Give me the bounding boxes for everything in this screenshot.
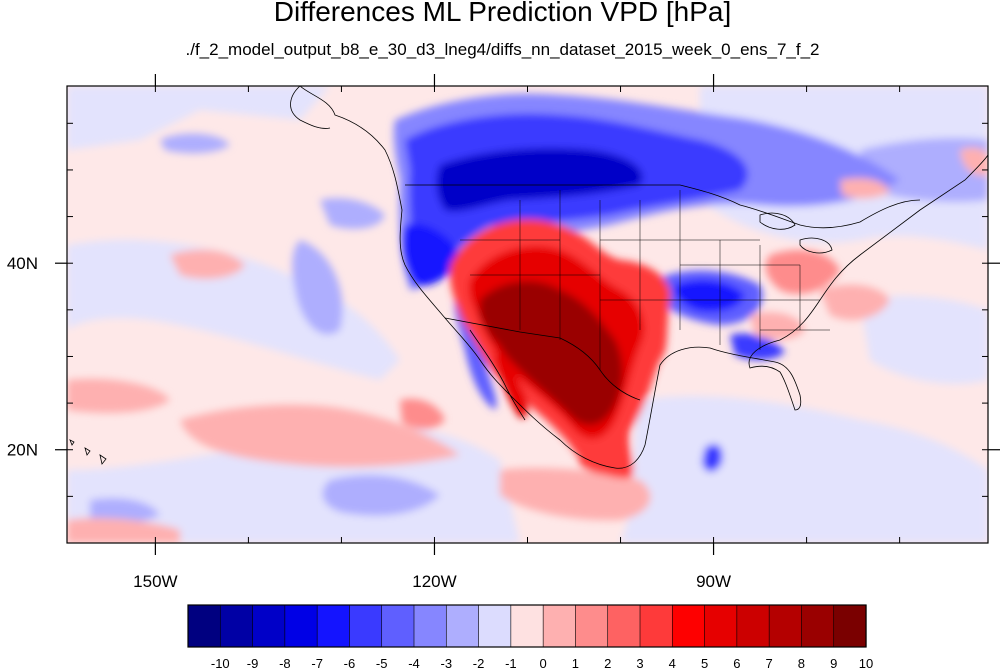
colorbar-label: -5: [376, 656, 388, 671]
colorbar: -10 -9 -8 -7 -6 -5 -4 -3 -2 -1 0 1 2 3 4 5 6 7 8 9 10: [187, 604, 873, 671]
light-blue-region: [860, 295, 988, 384]
blue-patch: [160, 133, 230, 154]
colorbar-swatch: [801, 604, 835, 648]
pacific-nw-blue: [402, 224, 460, 286]
alaska-coast: [290, 86, 331, 129]
baja-red-strip: [495, 340, 528, 419]
colorbar-swatch: [768, 604, 803, 648]
colorbar-label: -9: [247, 656, 259, 671]
colorbar-swatch: [575, 604, 609, 648]
x-tick-label: 120W: [412, 572, 456, 591]
colorbar-swatch: [445, 604, 480, 648]
x-tick-label: 150W: [133, 572, 177, 591]
mexico-red-tail: [575, 440, 625, 475]
colorbar-swatch: [639, 604, 673, 648]
contour-field: [67, 86, 988, 543]
colorbar-swatch: [316, 604, 351, 648]
colorbar-label: -6: [344, 656, 356, 671]
light-blue-region: [67, 239, 400, 380]
colorbar-label: -8: [279, 656, 291, 671]
colorbar-label: 2: [604, 656, 611, 671]
colorbar-swatch: [736, 604, 770, 648]
colorbar-swatch: [349, 604, 383, 648]
red-patch: [180, 404, 460, 467]
colorbar-swatch: [671, 604, 706, 648]
colorbar-swatch: [510, 604, 544, 648]
colorbar-label: 4: [669, 656, 676, 671]
colorbar-label: 8: [798, 656, 805, 671]
southwest-red-core: [480, 281, 623, 425]
red-patch: [400, 398, 445, 430]
red-patch: [170, 249, 245, 279]
state-borders: [460, 190, 830, 370]
colorbar-label: -4: [408, 656, 420, 671]
colorbar-frame: [187, 604, 867, 648]
colorbar-label: 7: [766, 656, 773, 671]
colorbar-label: 0: [540, 656, 547, 671]
colorbar-label: 9: [830, 656, 837, 671]
colorbar-label: -10: [211, 656, 230, 671]
y-tick-label: 20N: [7, 441, 38, 460]
colorbar-swatch: [833, 604, 867, 648]
colorbar-swatch: [219, 604, 254, 648]
colorbar-swatch: [478, 604, 512, 648]
map-plot-area: 150W 120W 90W 20N 40N: [7, 74, 1000, 591]
red-patch: [765, 250, 840, 294]
colorbar-swatch: [284, 604, 318, 648]
light-blue-region: [620, 396, 988, 543]
colorbar-swatch: [542, 604, 577, 648]
colorbar-swatch: [187, 604, 221, 648]
red-patch: [960, 147, 988, 176]
gulf-blue-spot: [702, 444, 723, 472]
colorbar-label: 10: [859, 656, 873, 671]
red-patch: [840, 178, 890, 199]
y-tick-label: 40N: [7, 254, 38, 273]
map-boundaries: [69, 86, 988, 469]
red-patch: [500, 468, 651, 521]
map-subtitle: ./f_2_model_output_b8_e_30_d3_lneg4/diff…: [185, 40, 820, 59]
blue-patch: [292, 240, 343, 335]
colorbar-swatch: [413, 604, 447, 648]
blue-patch: [320, 198, 385, 229]
central-blue-core: [674, 279, 745, 312]
pacific-blue-strip: [454, 300, 497, 410]
light-blue-region: [67, 86, 330, 150]
northern-blue-dark: [436, 148, 643, 212]
colorbar-label: -1: [505, 656, 517, 671]
us-canada-border: [405, 184, 921, 229]
colorbar-label: -3: [441, 656, 453, 671]
colorbar-swatch: [381, 604, 415, 648]
map-ticks: 150W 120W 90W 20N 40N: [7, 74, 1000, 591]
red-patch: [820, 284, 890, 320]
blue-patch: [90, 498, 160, 523]
colorbar-label: 6: [733, 656, 740, 671]
hawaii-islands: [69, 439, 107, 465]
southeast-blue-blob: [730, 333, 785, 360]
red-patch: [67, 518, 180, 543]
colorbar-label: -2: [473, 656, 485, 671]
x-tick-label: 90W: [696, 572, 731, 591]
colorbar-label: 3: [636, 656, 643, 671]
north-america-coastline: [299, 86, 988, 469]
red-patch: [67, 378, 170, 413]
great-lakes: [759, 212, 833, 254]
blue-patch: [322, 475, 440, 516]
map-title: Differences ML Prediction VPD [hPa]: [273, 0, 732, 27]
colorbar-label: 5: [701, 656, 708, 671]
colorbar-swatch: [704, 604, 738, 648]
colorbar-swatch: [607, 604, 641, 648]
baja-coastline: [469, 329, 526, 421]
colorbar-label: 1: [572, 656, 579, 671]
colorbar-swatch: [252, 604, 286, 648]
colorbar-label: -7: [311, 656, 323, 671]
